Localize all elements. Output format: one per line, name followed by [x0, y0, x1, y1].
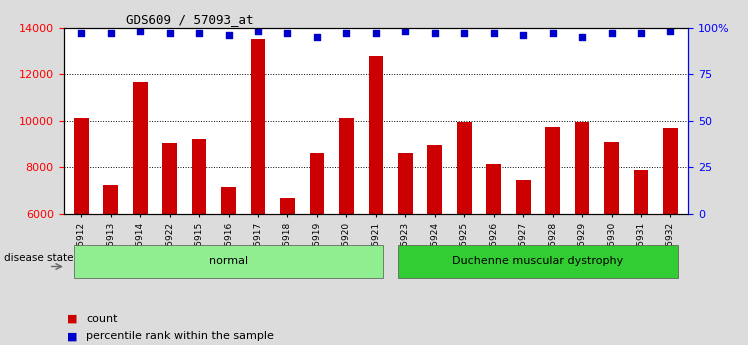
Point	[76, 30, 88, 36]
Bar	[221, 187, 236, 345]
Point	[488, 30, 500, 36]
Text: ■: ■	[67, 314, 78, 324]
Text: normal: normal	[209, 256, 248, 266]
Point	[252, 29, 264, 34]
Point	[429, 30, 441, 36]
Bar	[103, 185, 118, 345]
Point	[459, 30, 470, 36]
Bar	[310, 153, 325, 345]
Point	[399, 29, 411, 34]
Point	[635, 30, 647, 36]
Text: disease state: disease state	[4, 253, 73, 263]
Bar	[663, 128, 678, 345]
Bar	[486, 164, 501, 345]
Bar	[162, 143, 177, 345]
Bar	[191, 139, 206, 345]
Bar	[133, 82, 147, 345]
Point	[547, 30, 559, 36]
Point	[517, 32, 529, 38]
Bar	[398, 153, 413, 345]
Bar	[369, 56, 383, 345]
Bar	[634, 170, 649, 345]
Bar	[74, 118, 88, 345]
Point	[664, 29, 676, 34]
Point	[370, 30, 381, 36]
Bar	[339, 118, 354, 345]
Bar	[251, 39, 266, 345]
Bar	[427, 145, 442, 345]
Point	[105, 30, 117, 36]
Point	[340, 30, 352, 36]
Bar	[516, 180, 530, 345]
Bar	[545, 127, 560, 345]
Text: count: count	[86, 314, 117, 324]
Point	[281, 30, 293, 36]
Point	[193, 30, 205, 36]
Text: GDS609 / 57093_at: GDS609 / 57093_at	[126, 13, 254, 27]
Text: ■: ■	[67, 332, 78, 341]
Point	[223, 32, 235, 38]
Point	[576, 34, 588, 40]
Text: percentile rank within the sample: percentile rank within the sample	[86, 332, 274, 341]
Point	[164, 30, 176, 36]
Bar	[280, 198, 295, 345]
Bar	[574, 122, 589, 345]
Bar	[457, 122, 472, 345]
Point	[134, 29, 146, 34]
Bar	[604, 142, 619, 345]
Text: Duchenne muscular dystrophy: Duchenne muscular dystrophy	[453, 256, 624, 266]
Point	[311, 34, 323, 40]
Point	[606, 30, 618, 36]
